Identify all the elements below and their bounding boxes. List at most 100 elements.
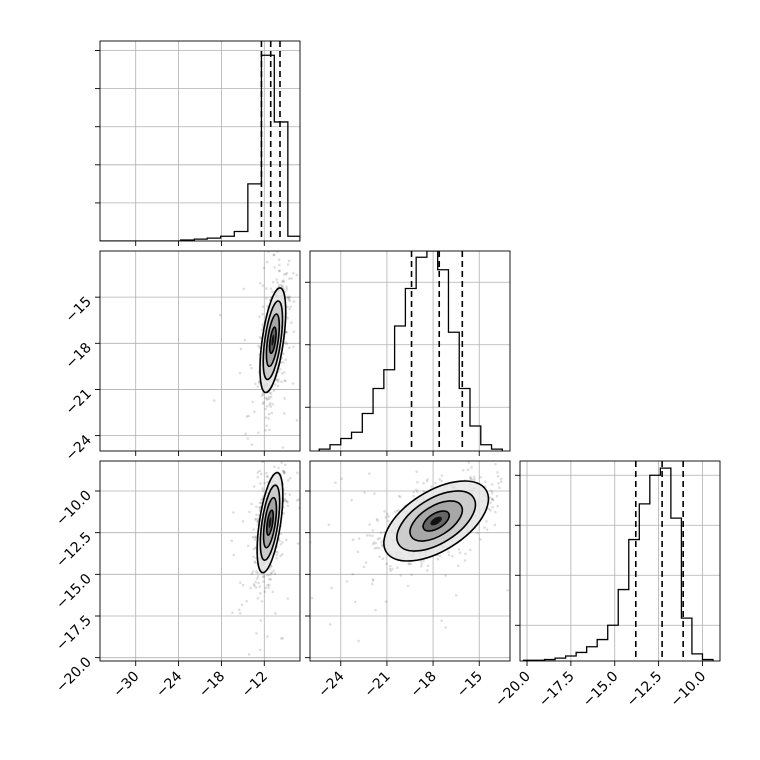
scatter-point xyxy=(282,472,286,475)
scatter-point xyxy=(467,461,471,464)
scatter-point xyxy=(281,361,285,364)
scatter-point xyxy=(250,457,253,460)
scatter-point xyxy=(444,454,447,457)
y-tick-label: −20.0 xyxy=(53,654,95,696)
scatter-point xyxy=(295,419,299,422)
scatter-point xyxy=(277,269,281,273)
scatter-point xyxy=(257,581,260,585)
scatter-point xyxy=(259,619,263,622)
scatter-point xyxy=(245,415,249,418)
scatter-point xyxy=(397,494,401,498)
scatter-point xyxy=(296,542,300,545)
scatter-point xyxy=(414,488,418,491)
scatter-point xyxy=(282,280,285,284)
scatter-point xyxy=(252,547,255,551)
scatter-point xyxy=(456,564,460,568)
scatter-point xyxy=(555,465,558,468)
contour-line-4 xyxy=(268,326,277,355)
scatter-point xyxy=(380,541,383,544)
scatter-point xyxy=(263,481,267,485)
scatter-point xyxy=(293,452,296,455)
scatter-point xyxy=(283,412,286,415)
scatter-point xyxy=(267,583,271,587)
scatter-point xyxy=(298,506,300,510)
scatter-point xyxy=(281,397,284,400)
scatter-point xyxy=(268,577,271,581)
scatter-point xyxy=(387,515,390,518)
scatter-point xyxy=(378,536,381,540)
plot-area-scatter-p1-p2 xyxy=(310,443,558,643)
scatter-point xyxy=(277,378,280,381)
scatter-point xyxy=(292,300,296,303)
scatter-point xyxy=(268,573,271,577)
scatter-point xyxy=(281,469,285,473)
scatter-point xyxy=(470,443,473,446)
scatter-point xyxy=(490,497,494,500)
scatter-point xyxy=(229,673,232,676)
scatter-point xyxy=(265,297,268,300)
scatter-point xyxy=(280,461,283,464)
scatter-point xyxy=(415,490,419,493)
x-tick-label: −17.5 xyxy=(536,669,578,711)
scatter-point xyxy=(275,378,278,382)
scatter-point xyxy=(258,648,262,652)
scatter-point xyxy=(363,491,366,494)
x-tick-label: −10.0 xyxy=(668,669,710,711)
scatter-point xyxy=(362,565,366,569)
scatter-point xyxy=(255,570,258,573)
scatter-point xyxy=(310,596,314,600)
scatter-point xyxy=(285,285,288,289)
scatter-point xyxy=(393,510,397,514)
scatter-point xyxy=(283,463,287,467)
scatter-point xyxy=(245,599,248,603)
scatter-point xyxy=(273,383,277,386)
scatter-point xyxy=(281,284,284,288)
contour-line-3 xyxy=(409,500,464,542)
scatter-point xyxy=(281,245,284,248)
scatter-point xyxy=(330,586,333,590)
scatter-point xyxy=(538,498,541,501)
scatter-point xyxy=(261,666,264,669)
scatter-point xyxy=(280,637,283,640)
scatter-point xyxy=(286,295,290,299)
scatter-point xyxy=(270,572,273,575)
scatter-point xyxy=(408,562,411,565)
scatter-point xyxy=(261,575,265,579)
scatter-point xyxy=(316,475,319,478)
scatter-point xyxy=(436,557,440,561)
scatter-point xyxy=(426,564,430,568)
scatter-point xyxy=(256,471,260,474)
scatter-point xyxy=(491,498,494,501)
x-tick-label: −21 xyxy=(362,669,394,701)
scatter-point xyxy=(422,559,425,563)
scatter-point xyxy=(260,394,264,398)
scatter-point xyxy=(268,432,271,435)
scatter-point xyxy=(265,260,269,264)
scatter-point xyxy=(406,584,410,588)
scatter-point xyxy=(269,565,273,568)
panel-hist-p2: −20.0 −17.5 −15.0 −12.5 −10.0 xyxy=(492,460,721,711)
scatter-point xyxy=(261,323,264,326)
scatter-point xyxy=(282,352,285,356)
scatter-point xyxy=(470,477,473,481)
scatter-point xyxy=(232,553,236,557)
scatter-point xyxy=(283,272,286,276)
scatter-point xyxy=(264,428,267,432)
scatter-point xyxy=(473,477,476,481)
scatter-point xyxy=(297,498,300,501)
scatter-point xyxy=(451,554,454,558)
scatter-point xyxy=(265,424,268,428)
scatter-point xyxy=(284,499,288,502)
scatter-point xyxy=(377,546,381,550)
scatter-point xyxy=(280,553,284,556)
scatter-point xyxy=(277,466,280,470)
scatter-point xyxy=(250,502,253,506)
scatter-point xyxy=(412,490,415,494)
scatter-point xyxy=(279,554,282,558)
scatter-point xyxy=(247,414,250,418)
scatter-point xyxy=(265,287,268,290)
scatter-point xyxy=(334,481,337,484)
scatter-point xyxy=(386,519,390,523)
scatter-point xyxy=(378,555,381,559)
scatter-point xyxy=(265,397,269,401)
